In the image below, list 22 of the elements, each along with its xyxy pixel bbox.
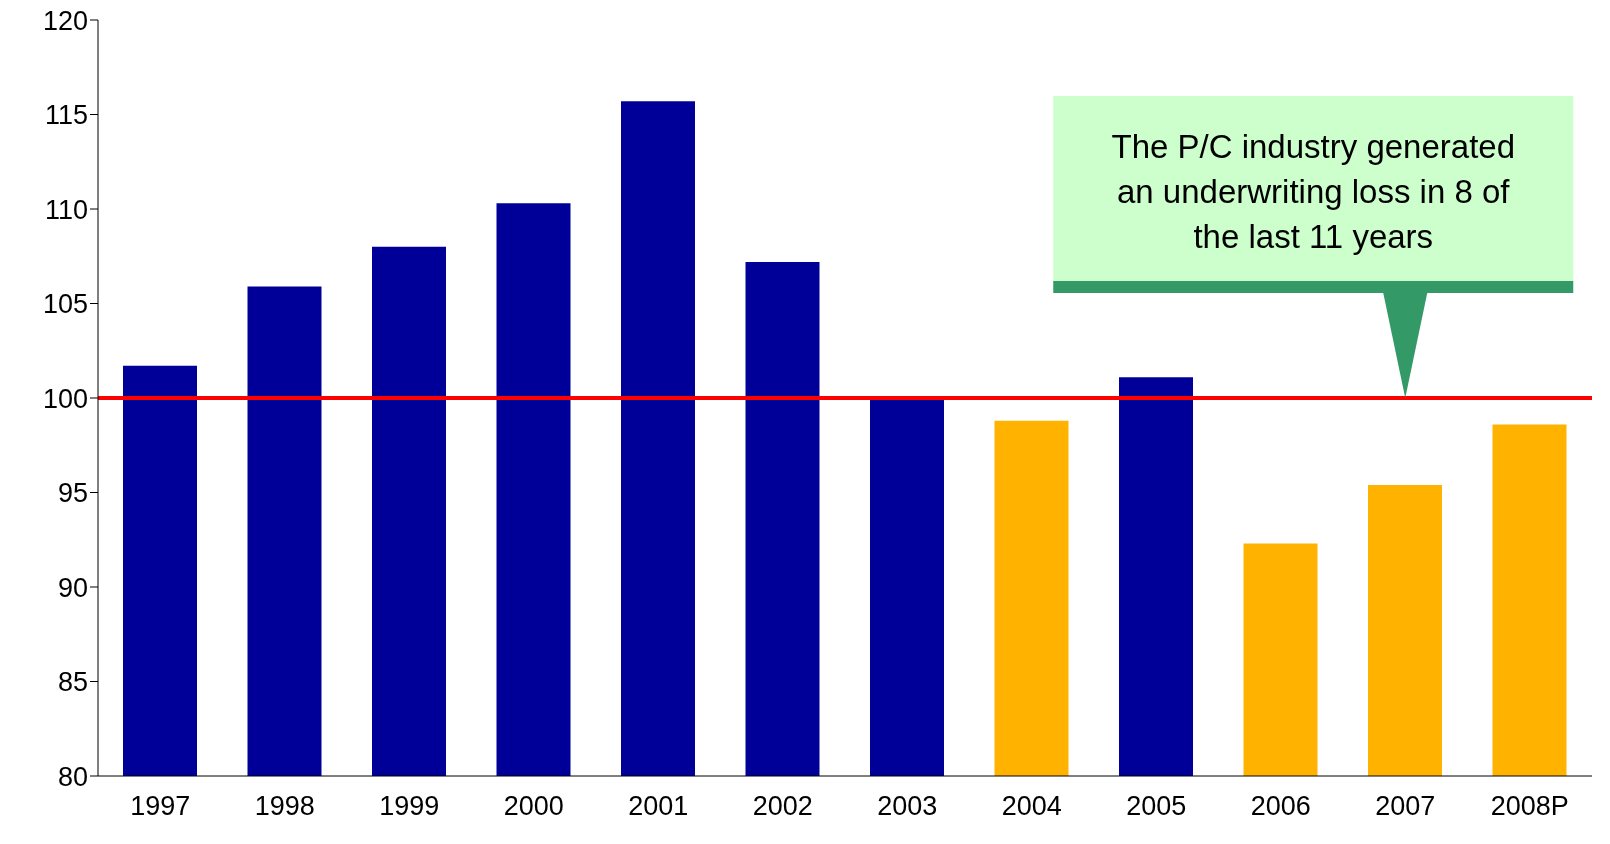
x-tick-label: 2008P: [1490, 791, 1569, 822]
y-tick-label: 100: [42, 383, 88, 414]
y-tick-label: 90: [57, 572, 88, 603]
x-tick-label: 1998: [254, 791, 315, 822]
x-tick-label: 2003: [877, 791, 938, 822]
x-tick-label: 2005: [1126, 791, 1187, 822]
x-tick-label: 2007: [1375, 791, 1436, 822]
y-tick-label: 110: [44, 194, 88, 225]
y-tick-label: 105: [42, 289, 88, 320]
x-tick-label: 2006: [1250, 791, 1311, 822]
x-tick-label: 2002: [752, 791, 813, 822]
x-tick-label: 1997: [130, 791, 191, 822]
x-tick-label: 2000: [503, 791, 564, 822]
y-tick-label: 80: [57, 761, 88, 792]
annotation: The P/C industry generated an underwriting loss in 8 of the last 11 years: [1110, 127, 1517, 257]
x-tick-label: 2001: [628, 791, 689, 822]
y-tick-label: 115: [44, 100, 88, 131]
y-tick-label: 85: [57, 667, 88, 698]
x-tick-label: 1999: [379, 791, 440, 822]
y-tick-label: 120: [42, 5, 88, 36]
y-tick-label: 95: [57, 478, 88, 509]
x-tick-label: 2004: [1001, 791, 1062, 822]
